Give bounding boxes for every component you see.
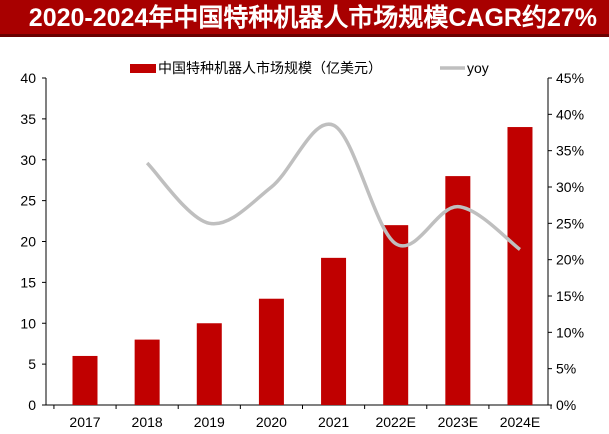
bar — [507, 127, 533, 406]
left-tick-label: 40 — [20, 70, 36, 86]
right-tick-label: 40% — [556, 106, 584, 122]
bar — [321, 257, 347, 405]
right-tick-label: 45% — [556, 70, 584, 86]
chart-title: 2020-2024年中国特种机器人市场规模CAGR约27% — [0, 0, 609, 37]
left-tick-label: 25 — [20, 193, 36, 209]
left-tick-label: 20 — [20, 234, 36, 250]
legend-label-bar: 中国特种机器人市场规模（亿美元） — [158, 60, 382, 76]
left-tick-label: 35 — [20, 111, 36, 127]
bar — [72, 355, 98, 405]
left-tick-label: 10 — [20, 315, 36, 331]
bar — [445, 176, 471, 405]
bar — [196, 323, 222, 405]
legend-swatch-bar — [130, 64, 156, 73]
x-tick-label: 2018 — [132, 414, 163, 430]
left-tick-label: 30 — [20, 152, 36, 168]
x-tick-label: 2021 — [318, 414, 349, 430]
right-tick-label: 25% — [556, 215, 584, 231]
right-tick-label: 0% — [556, 397, 576, 413]
x-tick-label: 2019 — [194, 414, 225, 430]
right-tick-label: 15% — [556, 288, 584, 304]
bar — [258, 298, 284, 405]
legend-label-yoy: yoy — [467, 60, 489, 76]
left-tick-label: 0 — [28, 397, 36, 413]
x-tick-label: 2024E — [500, 414, 540, 430]
x-tick-label: 2022E — [375, 414, 415, 430]
bar — [134, 339, 160, 405]
left-tick-label: 15 — [20, 274, 36, 290]
bar — [383, 225, 409, 405]
right-tick-label: 35% — [556, 143, 584, 159]
yoy-line — [145, 122, 522, 251]
x-tick-label: 2020 — [256, 414, 287, 430]
x-tick-label: 2017 — [69, 414, 100, 430]
x-tick-label: 2023E — [438, 414, 478, 430]
right-tick-label: 30% — [556, 179, 584, 195]
right-tick-label: 5% — [556, 361, 576, 377]
left-tick-label: 5 — [28, 356, 36, 372]
right-tick-label: 20% — [556, 252, 584, 268]
right-tick-label: 10% — [556, 324, 584, 340]
